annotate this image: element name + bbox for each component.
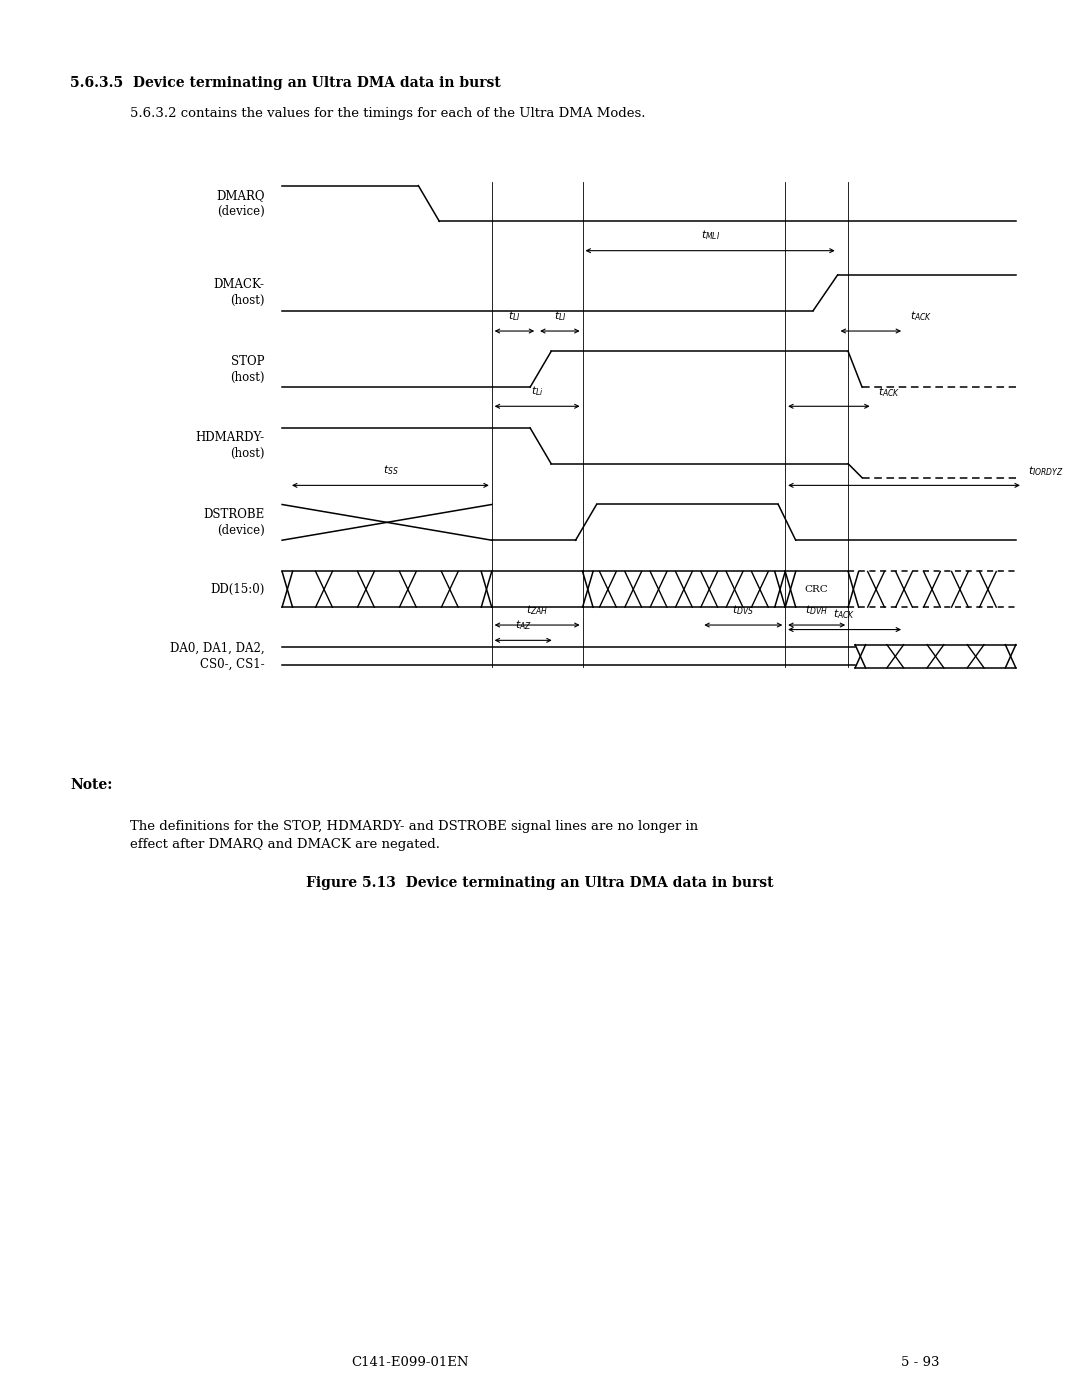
Text: $t_{ACK}$: $t_{ACK}$ xyxy=(909,310,932,323)
Text: Figure 5.13  Device terminating an Ultra DMA data in burst: Figure 5.13 Device terminating an Ultra … xyxy=(307,876,773,890)
Text: DMARQ
(device): DMARQ (device) xyxy=(216,189,265,218)
Text: $t_{ZAH}$: $t_{ZAH}$ xyxy=(526,604,549,616)
Text: DD(15:0): DD(15:0) xyxy=(211,583,265,597)
Text: DSTROBE
(device): DSTROBE (device) xyxy=(203,509,265,536)
Text: DMACK-
(host): DMACK- (host) xyxy=(214,278,265,307)
Text: DA0, DA1, DA2,
CS0-, CS1-: DA0, DA1, DA2, CS0-, CS1- xyxy=(170,641,265,671)
Text: 5.6.3.5  Device terminating an Ultra DMA data in burst: 5.6.3.5 Device terminating an Ultra DMA … xyxy=(70,75,501,89)
Text: $t_{Li}$: $t_{Li}$ xyxy=(531,384,543,398)
Text: C141-E099-01EN: C141-E099-01EN xyxy=(352,1356,469,1369)
Text: CRC: CRC xyxy=(805,585,828,594)
Text: $t_{DVH}$: $t_{DVH}$ xyxy=(806,604,828,617)
Text: $t_{ACK}$: $t_{ACK}$ xyxy=(878,384,901,398)
Text: 5.6.3.2 contains the values for the timings for each of the Ultra DMA Modes.: 5.6.3.2 contains the values for the timi… xyxy=(130,108,645,120)
Text: $t_{AZ}$: $t_{AZ}$ xyxy=(515,619,531,631)
Text: The definitions for the STOP, HDMARDY- and DSTROBE signal lines are no longer in: The definitions for the STOP, HDMARDY- a… xyxy=(130,820,698,851)
Text: $t_{ACK}$: $t_{ACK}$ xyxy=(834,608,855,622)
Text: $t_{LI}$: $t_{LI}$ xyxy=(509,310,521,323)
Text: $t_{SS}$: $t_{SS}$ xyxy=(382,464,399,478)
Text: $t_{IORDYZ}$: $t_{IORDYZ}$ xyxy=(1028,464,1064,478)
Text: STOP
(host): STOP (host) xyxy=(230,355,265,384)
Text: $t_{MLI}$: $t_{MLI}$ xyxy=(701,229,719,243)
Text: 5 - 93: 5 - 93 xyxy=(901,1356,940,1369)
Text: $t_{DVS}$: $t_{DVS}$ xyxy=(732,604,754,617)
Text: Note:: Note: xyxy=(70,778,112,792)
Text: HDMARDY-
(host): HDMARDY- (host) xyxy=(195,432,265,461)
Text: $t_{LI}$: $t_{LI}$ xyxy=(554,310,566,323)
